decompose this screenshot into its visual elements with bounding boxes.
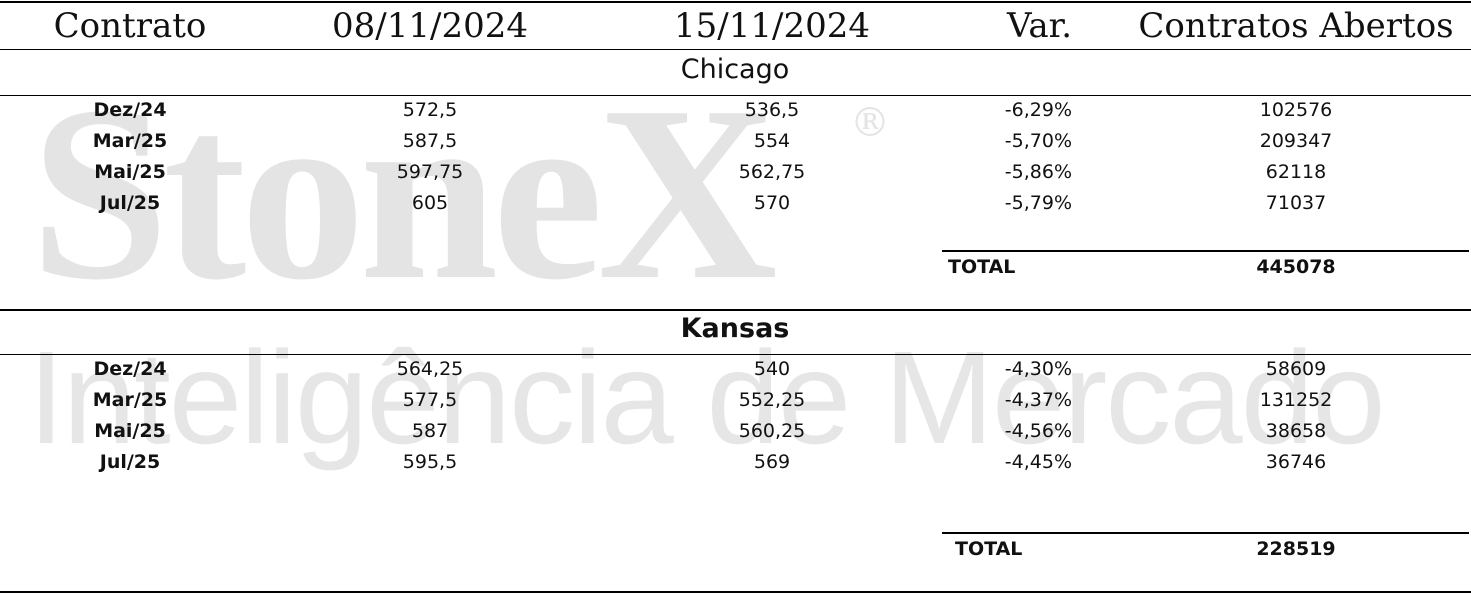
watermark-tagline: Inteligência de Mercado: [28, 324, 1386, 471]
value-cell: 562,75: [738, 161, 806, 183]
value-cell: 569: [753, 451, 791, 473]
value-cell: 71037: [1265, 192, 1327, 214]
header-cell: Var.: [1006, 6, 1072, 46]
value-cell: 570: [753, 192, 791, 214]
value-cell: 58609: [1265, 358, 1327, 380]
contract-cell: Mai/25: [94, 161, 166, 183]
value-cell: -5,86%: [1004, 161, 1072, 183]
value-cell: 536,5: [744, 99, 800, 121]
rule: [0, 95, 1471, 96]
value-cell: -4,45%: [1004, 451, 1072, 473]
value-cell: 564,25: [396, 358, 464, 380]
value-cell: 36746: [1265, 451, 1327, 473]
value-cell: 572,5: [402, 99, 458, 121]
contract-cell: Mar/25: [92, 389, 168, 411]
section-title: Kansas: [680, 313, 790, 344]
total-value: 228519: [1256, 538, 1336, 560]
contract-cell: Dez/24: [93, 99, 167, 121]
header-cell: 15/11/2024: [674, 6, 870, 46]
value-cell: 540: [753, 358, 791, 380]
rule: [0, 49, 1471, 50]
value-cell: 554: [753, 130, 791, 152]
section-title: Chicago: [680, 54, 790, 85]
value-cell: 587,5: [402, 130, 458, 152]
value-cell: 102576: [1259, 99, 1333, 121]
header-cell: 08/11/2024: [332, 6, 528, 46]
rule: [0, 591, 1471, 593]
header-cell: Contratos Abertos: [1138, 6, 1454, 46]
value-cell: 587: [411, 420, 449, 442]
value-cell: 577,5: [402, 389, 458, 411]
total-label: TOTAL: [955, 538, 1023, 560]
total-rule: [942, 532, 1469, 534]
value-cell: 131252: [1259, 389, 1333, 411]
rule: [0, 1, 1471, 3]
watermark-registered: ®: [850, 100, 890, 146]
contract-cell: Mar/25: [92, 130, 168, 152]
value-cell: -6,29%: [1004, 99, 1072, 121]
value-cell: -4,56%: [1004, 420, 1072, 442]
contract-cell: Mai/25: [94, 420, 166, 442]
value-cell: 605: [411, 192, 449, 214]
value-cell: -5,70%: [1004, 130, 1072, 152]
total-rule: [942, 250, 1469, 252]
value-cell: 597,75: [396, 161, 464, 183]
total-value: 445078: [1256, 256, 1336, 278]
contract-cell: Dez/24: [93, 358, 167, 380]
value-cell: 552,25: [738, 389, 806, 411]
contract-cell: Jul/25: [99, 192, 161, 214]
value-cell: 209347: [1259, 130, 1333, 152]
value-cell: -5,79%: [1004, 192, 1072, 214]
value-cell: -4,30%: [1004, 358, 1072, 380]
total-label: TOTAL: [948, 256, 1016, 278]
value-cell: 560,25: [738, 420, 806, 442]
value-cell: 38658: [1265, 420, 1327, 442]
value-cell: 62118: [1265, 161, 1327, 183]
value-cell: 595,5: [402, 451, 458, 473]
header-cell: Contrato: [53, 6, 207, 46]
watermark-brand: StoneX: [30, 55, 778, 332]
rule: [0, 354, 1471, 355]
value-cell: -4,37%: [1004, 389, 1072, 411]
rule: [0, 309, 1471, 311]
contract-cell: Jul/25: [99, 451, 161, 473]
